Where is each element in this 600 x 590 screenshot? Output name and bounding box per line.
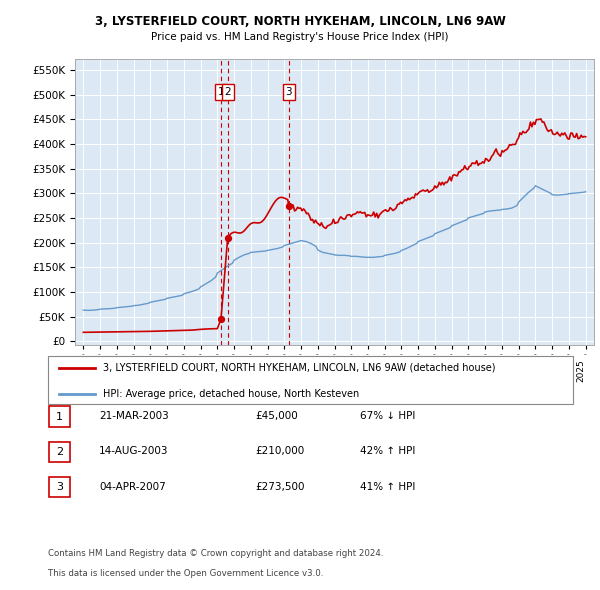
Text: £273,500: £273,500 — [255, 482, 305, 491]
Text: 2020: 2020 — [493, 359, 502, 382]
Text: 3: 3 — [56, 483, 63, 492]
Text: 2006: 2006 — [259, 359, 268, 382]
Text: 3, LYSTERFIELD COURT, NORTH HYKEHAM, LINCOLN, LN6 9AW: 3, LYSTERFIELD COURT, NORTH HYKEHAM, LIN… — [95, 15, 505, 28]
Text: 1999: 1999 — [142, 359, 151, 382]
Text: 2000: 2000 — [158, 359, 167, 382]
Text: HPI: Average price, detached house, North Kesteven: HPI: Average price, detached house, Nort… — [103, 388, 359, 398]
Text: 2: 2 — [224, 87, 231, 97]
Text: 1: 1 — [56, 412, 63, 421]
Text: 2019: 2019 — [476, 359, 485, 382]
Text: 2024: 2024 — [560, 359, 569, 382]
Text: 3: 3 — [286, 87, 292, 97]
Text: 2010: 2010 — [325, 359, 335, 382]
Text: 2008: 2008 — [292, 359, 301, 382]
Text: 2018: 2018 — [460, 359, 469, 382]
Text: 2002: 2002 — [191, 359, 200, 382]
FancyBboxPatch shape — [49, 407, 70, 427]
Text: £45,000: £45,000 — [255, 411, 298, 421]
Point — [284, 202, 293, 211]
Text: 67% ↓ HPI: 67% ↓ HPI — [360, 411, 415, 421]
Text: 2013: 2013 — [376, 359, 385, 382]
Text: 2001: 2001 — [175, 359, 184, 382]
Text: 1995: 1995 — [74, 359, 83, 382]
Text: 2012: 2012 — [359, 359, 368, 382]
Text: 2023: 2023 — [543, 359, 552, 382]
Text: 04-APR-2007: 04-APR-2007 — [99, 482, 166, 491]
Text: 42% ↑ HPI: 42% ↑ HPI — [360, 447, 415, 456]
Text: 2005: 2005 — [242, 359, 251, 382]
Text: 2014: 2014 — [392, 359, 401, 382]
Text: 41% ↑ HPI: 41% ↑ HPI — [360, 482, 415, 491]
Point — [216, 314, 226, 324]
Text: 2: 2 — [56, 447, 63, 457]
Text: 2004: 2004 — [225, 359, 234, 382]
Text: This data is licensed under the Open Government Licence v3.0.: This data is licensed under the Open Gov… — [48, 569, 323, 578]
FancyBboxPatch shape — [49, 442, 70, 462]
Text: 14-AUG-2003: 14-AUG-2003 — [99, 447, 169, 456]
Text: 2003: 2003 — [208, 359, 217, 382]
Text: £210,000: £210,000 — [255, 447, 304, 456]
FancyBboxPatch shape — [48, 356, 573, 404]
Text: 2017: 2017 — [443, 359, 452, 382]
Text: Price paid vs. HM Land Registry's House Price Index (HPI): Price paid vs. HM Land Registry's House … — [151, 32, 449, 42]
Point — [223, 233, 232, 242]
Text: 1998: 1998 — [125, 359, 134, 382]
Text: 2021: 2021 — [509, 359, 518, 382]
Text: 2011: 2011 — [342, 359, 351, 382]
Text: 2015: 2015 — [409, 359, 418, 382]
Text: 2022: 2022 — [526, 359, 535, 382]
Text: 2009: 2009 — [309, 359, 318, 382]
Text: 2007: 2007 — [275, 359, 284, 382]
Text: 1997: 1997 — [108, 359, 117, 382]
Text: 3, LYSTERFIELD COURT, NORTH HYKEHAM, LINCOLN, LN6 9AW (detached house): 3, LYSTERFIELD COURT, NORTH HYKEHAM, LIN… — [103, 363, 496, 373]
Text: 2025: 2025 — [577, 359, 586, 382]
Text: Contains HM Land Registry data © Crown copyright and database right 2024.: Contains HM Land Registry data © Crown c… — [48, 549, 383, 558]
Text: 2016: 2016 — [426, 359, 435, 382]
Text: 1996: 1996 — [91, 359, 100, 382]
FancyBboxPatch shape — [49, 477, 70, 497]
Text: 1: 1 — [218, 87, 224, 97]
Text: 21-MAR-2003: 21-MAR-2003 — [99, 411, 169, 421]
